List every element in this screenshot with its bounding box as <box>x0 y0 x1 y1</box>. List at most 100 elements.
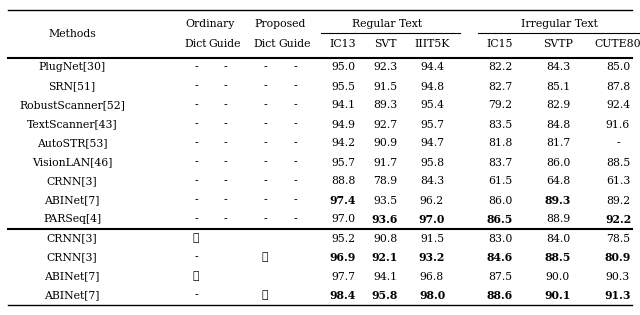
Text: 61.5: 61.5 <box>488 176 512 186</box>
Text: 82.7: 82.7 <box>488 82 512 91</box>
Text: SVTP: SVTP <box>543 39 573 49</box>
Text: 97.4: 97.4 <box>330 195 356 206</box>
Text: 82.2: 82.2 <box>488 62 512 72</box>
Text: 91.5: 91.5 <box>373 82 397 91</box>
Text: -: - <box>194 290 198 301</box>
Text: 81.8: 81.8 <box>488 139 512 148</box>
Text: -: - <box>293 196 297 205</box>
Text: 94.8: 94.8 <box>420 82 444 91</box>
Text: 91.7: 91.7 <box>373 158 397 168</box>
Text: 95.5: 95.5 <box>331 82 355 91</box>
Text: CRNN[3]: CRNN[3] <box>47 233 97 243</box>
Text: 91.5: 91.5 <box>420 233 444 243</box>
Text: 88.8: 88.8 <box>331 176 355 186</box>
Text: 88.6: 88.6 <box>487 290 513 301</box>
Text: 86.0: 86.0 <box>546 158 570 168</box>
Text: -: - <box>223 82 227 91</box>
Text: -: - <box>223 176 227 186</box>
Text: -: - <box>194 100 198 111</box>
Text: -: - <box>293 176 297 186</box>
Text: 92.1: 92.1 <box>372 252 398 263</box>
Text: -: - <box>293 215 297 225</box>
Text: 78.5: 78.5 <box>606 233 630 243</box>
Text: -: - <box>194 139 198 148</box>
Text: 87.8: 87.8 <box>606 82 630 91</box>
Text: -: - <box>263 82 267 91</box>
Text: 83.7: 83.7 <box>488 158 512 168</box>
Text: ABINet[7]: ABINet[7] <box>44 290 100 301</box>
Text: 95.2: 95.2 <box>331 233 355 243</box>
Text: 90.9: 90.9 <box>373 139 397 148</box>
Text: -: - <box>223 139 227 148</box>
Text: IIIT5K: IIIT5K <box>414 39 450 49</box>
Text: -: - <box>194 158 198 168</box>
Text: 97.7: 97.7 <box>331 272 355 282</box>
Text: 83.0: 83.0 <box>488 233 512 243</box>
Text: -: - <box>293 119 297 129</box>
Text: 86.5: 86.5 <box>487 214 513 225</box>
Text: Irregular Text: Irregular Text <box>520 19 597 29</box>
Text: -: - <box>223 196 227 205</box>
Text: 61.3: 61.3 <box>606 176 630 186</box>
Text: 89.3: 89.3 <box>545 195 571 206</box>
Text: CRNN[3]: CRNN[3] <box>47 253 97 262</box>
Text: 79.2: 79.2 <box>488 100 512 111</box>
Text: 97.0: 97.0 <box>331 215 355 225</box>
Text: CUTE80: CUTE80 <box>595 39 640 49</box>
Text: 95.8: 95.8 <box>372 290 398 301</box>
Text: -: - <box>263 215 267 225</box>
Text: -: - <box>293 139 297 148</box>
Text: 89.3: 89.3 <box>373 100 397 111</box>
Text: 88.5: 88.5 <box>545 252 571 263</box>
Text: -: - <box>194 62 198 72</box>
Text: 64.8: 64.8 <box>546 176 570 186</box>
Text: Guide: Guide <box>279 39 311 49</box>
Text: 85.0: 85.0 <box>606 62 630 72</box>
Text: 85.1: 85.1 <box>546 82 570 91</box>
Text: 83.5: 83.5 <box>488 119 512 129</box>
Text: -: - <box>263 158 267 168</box>
Text: 95.7: 95.7 <box>420 119 444 129</box>
Text: 93.2: 93.2 <box>419 252 445 263</box>
Text: 92.7: 92.7 <box>373 119 397 129</box>
Text: ✓: ✓ <box>193 233 199 243</box>
Text: 94.4: 94.4 <box>420 62 444 72</box>
Text: 84.0: 84.0 <box>546 233 570 243</box>
Text: 98.4: 98.4 <box>330 290 356 301</box>
Text: PARSeq[4]: PARSeq[4] <box>43 215 101 225</box>
Text: -: - <box>194 215 198 225</box>
Text: TextScanner[43]: TextScanner[43] <box>27 119 117 129</box>
Text: 91.6: 91.6 <box>606 119 630 129</box>
Text: -: - <box>263 196 267 205</box>
Text: 95.8: 95.8 <box>420 158 444 168</box>
Text: 95.4: 95.4 <box>420 100 444 111</box>
Text: Regular Text: Regular Text <box>353 19 422 29</box>
Text: 97.0: 97.0 <box>419 214 445 225</box>
Text: Dict: Dict <box>253 39 276 49</box>
Text: 84.3: 84.3 <box>546 62 570 72</box>
Text: 98.0: 98.0 <box>419 290 445 301</box>
Text: AutoSTR[53]: AutoSTR[53] <box>36 139 108 148</box>
Text: 90.8: 90.8 <box>373 233 397 243</box>
Text: -: - <box>223 100 227 111</box>
Text: 89.2: 89.2 <box>606 196 630 205</box>
Text: -: - <box>263 62 267 72</box>
Text: 92.3: 92.3 <box>373 62 397 72</box>
Text: 84.8: 84.8 <box>546 119 570 129</box>
Text: 92.2: 92.2 <box>605 214 631 225</box>
Text: 94.2: 94.2 <box>331 139 355 148</box>
Text: -: - <box>223 62 227 72</box>
Text: ABINet[7]: ABINet[7] <box>44 196 100 205</box>
Text: 93.6: 93.6 <box>372 214 398 225</box>
Text: Methods: Methods <box>48 29 96 39</box>
Text: Ordinary: Ordinary <box>186 19 235 29</box>
Text: 86.0: 86.0 <box>488 196 512 205</box>
Text: -: - <box>293 158 297 168</box>
Text: 90.3: 90.3 <box>606 272 630 282</box>
Text: 88.9: 88.9 <box>546 215 570 225</box>
Text: -: - <box>293 62 297 72</box>
Text: 96.8: 96.8 <box>420 272 444 282</box>
Text: -: - <box>194 253 198 262</box>
Text: -: - <box>263 119 267 129</box>
Text: ✓: ✓ <box>193 272 199 282</box>
